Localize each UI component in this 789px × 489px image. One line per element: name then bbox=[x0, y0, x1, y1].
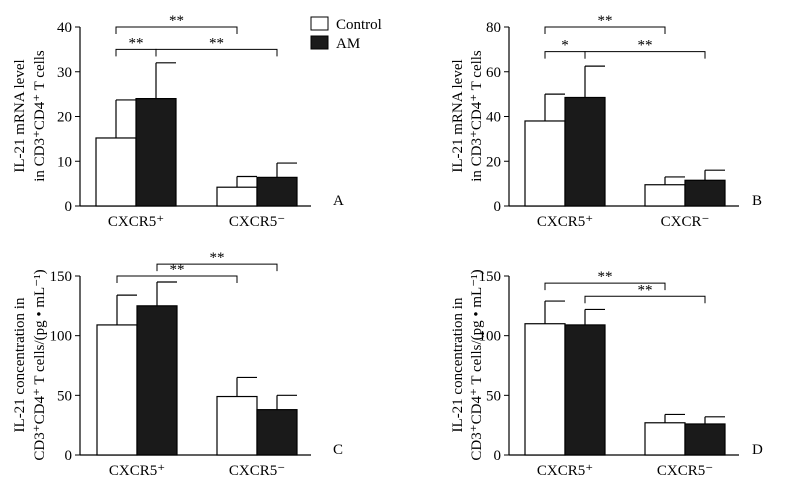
significance-label: ** bbox=[209, 35, 224, 51]
y-tick-label: 80 bbox=[486, 20, 501, 36]
category-label: CXCR5⁺ bbox=[537, 463, 593, 479]
legend: Control AM bbox=[310, 16, 382, 52]
significance-label: ** bbox=[598, 13, 613, 29]
y-tick-label: 0 bbox=[494, 199, 502, 215]
panel-letter: D bbox=[752, 442, 763, 458]
y-axis-label-line1: IL-21 mRNA level bbox=[12, 59, 28, 172]
y-tick-label: 0 bbox=[65, 199, 73, 215]
bar-control-2 bbox=[216, 186, 258, 207]
legend-swatch-control bbox=[310, 16, 329, 31]
y-axis-label-line1: IL-21 concentration in bbox=[12, 297, 28, 432]
panel-letter: C bbox=[333, 442, 343, 458]
chart-panel-b: 0 20 40 60 80 IL-21 mRNA level in CD3⁺CD4⁺ T c… bbox=[450, 13, 762, 230]
panel-letter: B bbox=[752, 193, 762, 209]
y-tick-label: 100 bbox=[479, 329, 502, 345]
significance-label: ** bbox=[170, 262, 185, 278]
category-label: CXCR⁻ bbox=[661, 214, 710, 230]
bar-am-1 bbox=[564, 96, 606, 207]
significance-bracket bbox=[115, 26, 238, 34]
y-tick-label: 50 bbox=[486, 388, 501, 404]
legend-label-control: Control bbox=[336, 17, 382, 33]
chart-panel-a: 0 10 20 30 40 IL-21 mRNA level in CD3⁺CD4⁺ T c… bbox=[12, 13, 344, 230]
significance-bracket bbox=[156, 263, 278, 272]
legend-label-am: AM bbox=[336, 36, 360, 52]
y-axis-label-line1: IL-21 mRNA level bbox=[450, 59, 466, 172]
significance-label: ** bbox=[129, 35, 144, 51]
y-tick-label: 40 bbox=[486, 110, 501, 126]
y-axis-label-line2: in CD3⁺CD4⁺ T cells bbox=[469, 50, 485, 182]
y-tick-label: 40 bbox=[57, 20, 72, 36]
y-tick-label: 30 bbox=[57, 65, 72, 81]
significance-bracket bbox=[584, 295, 706, 304]
category-label: CXCR5⁻ bbox=[229, 463, 285, 479]
category-label: CXCR5⁺ bbox=[537, 214, 593, 230]
y-tick-label: 0 bbox=[65, 448, 73, 464]
significance-label: ** bbox=[638, 38, 653, 54]
y-axis-label-line1: IL-21 concentration in bbox=[450, 297, 466, 432]
y-axis-label-line2: in CD3⁺CD4⁺ T cells bbox=[32, 50, 48, 182]
y-tick-label: 150 bbox=[479, 269, 502, 285]
y-tick-label: 50 bbox=[57, 388, 72, 404]
category-label: CXCR5⁺ bbox=[108, 214, 164, 230]
y-tick-label: 20 bbox=[57, 110, 72, 126]
y-tick-label: 10 bbox=[57, 154, 72, 170]
bar-control-1 bbox=[524, 120, 566, 207]
y-axis-label-line2: CD3⁺CD4⁺ T cells/(pg • mL⁻¹) bbox=[32, 269, 48, 460]
bar-control-1 bbox=[96, 324, 138, 456]
category-label: CXCR5⁻ bbox=[229, 214, 285, 230]
y-tick-label: 0 bbox=[494, 448, 502, 464]
y-tick-label: 20 bbox=[486, 154, 501, 170]
bar-am-1 bbox=[135, 97, 177, 207]
significance-label: ** bbox=[169, 13, 184, 29]
significance-bracket bbox=[155, 48, 278, 57]
bar-am-2 bbox=[684, 179, 726, 207]
bar-am-2 bbox=[256, 176, 298, 207]
significance-label: ** bbox=[638, 282, 653, 298]
bar-control-2 bbox=[216, 395, 258, 456]
chart-panel-d: 0 50 100 150 IL-21 concentration in CD3⁺CD4⁺ … bbox=[450, 269, 763, 479]
bar-control-2 bbox=[644, 422, 686, 456]
y-tick-label: 100 bbox=[50, 329, 73, 345]
significance-label: * bbox=[561, 38, 569, 54]
significance-label: ** bbox=[210, 250, 225, 266]
significance-bracket bbox=[116, 275, 238, 283]
chart-panel-c: 0 50 100 150 IL-21 concentration in CD3⁺CD4⁺ … bbox=[12, 250, 343, 479]
significance-bracket bbox=[584, 51, 706, 59]
bar-am-2 bbox=[684, 423, 726, 456]
category-label: CXCR5⁻ bbox=[657, 463, 713, 479]
bar-am-2 bbox=[256, 409, 298, 456]
bar-control-1 bbox=[95, 137, 137, 207]
category-label: CXCR5⁺ bbox=[109, 463, 165, 479]
bar-am-1 bbox=[136, 305, 178, 456]
bar-control-2 bbox=[644, 184, 686, 207]
panel-letter: A bbox=[333, 193, 344, 209]
y-tick-label: 150 bbox=[50, 269, 73, 285]
significance-label: ** bbox=[598, 269, 613, 285]
significance-bracket bbox=[544, 282, 666, 291]
legend-swatch-am bbox=[310, 35, 329, 50]
bar-control-1 bbox=[524, 323, 566, 456]
significance-bracket bbox=[544, 26, 666, 34]
y-axis-label-line2: CD3⁺CD4⁺ T cells/(pg • mL⁻¹) bbox=[469, 269, 485, 460]
bar-am-1 bbox=[564, 324, 606, 456]
y-tick-label: 60 bbox=[486, 65, 501, 81]
